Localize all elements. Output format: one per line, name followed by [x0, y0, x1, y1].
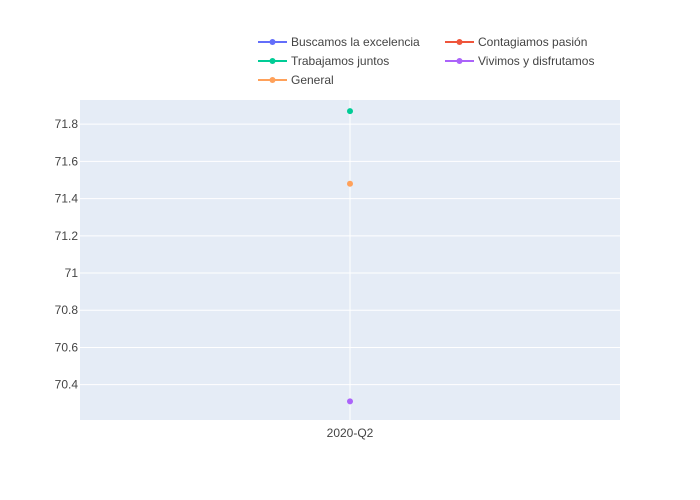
legend-label: Vivimos y disfrutamos	[478, 54, 594, 68]
data-point[interactable]	[347, 398, 353, 405]
legend-swatch-marker	[269, 77, 276, 83]
legend-item[interactable]: Buscamos la excelencia	[258, 35, 420, 49]
data-point[interactable]	[347, 108, 353, 115]
marks-layer	[347, 108, 353, 405]
y-tick-label: 70.6	[55, 340, 79, 354]
y-tick-label: 70.8	[55, 303, 79, 317]
legend-swatch-marker	[456, 58, 463, 64]
legend-item[interactable]: Contagiamos pasión	[445, 35, 587, 49]
y-tick-label: 71.4	[55, 192, 79, 206]
legend-label: Contagiamos pasión	[478, 35, 587, 49]
grid-layer	[80, 100, 620, 420]
x-tick-label: 2020-Q2	[327, 426, 374, 440]
legend-swatch-marker	[456, 39, 463, 45]
data-point[interactable]	[347, 180, 353, 187]
legend-item[interactable]: Trabajamos juntos	[258, 54, 389, 68]
legend-label: General	[291, 73, 334, 87]
y-tick-label: 71	[65, 266, 79, 280]
legend-swatch-marker	[269, 39, 276, 45]
legend: Buscamos la excelencia Contagiamos pasión…	[258, 35, 594, 87]
legend-swatch-marker	[269, 58, 276, 64]
axis-layer: 70.4 70.6 70.8 71 71.2 71.4 71.6 71.8 2020-Q2	[55, 117, 374, 440]
y-tick-label: 71.2	[55, 229, 79, 243]
legend-label: Trabajamos juntos	[291, 54, 389, 68]
legend-item[interactable]: Vivimos y disfrutamos	[445, 54, 594, 68]
y-tick-label: 70.4	[55, 378, 79, 392]
y-tick-label: 71.6	[55, 154, 79, 168]
legend-item[interactable]: General	[258, 73, 334, 87]
legend-label: Buscamos la excelencia	[291, 35, 420, 49]
y-tick-label: 71.8	[55, 117, 79, 131]
